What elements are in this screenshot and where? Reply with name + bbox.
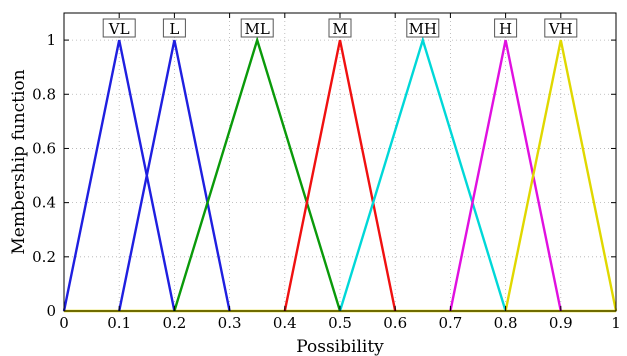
set-label-vh: VH [544,18,578,38]
set-label-text-m: M [332,20,347,38]
series-line-vh [504,39,618,312]
x-tick-label-1: 0.1 [107,314,131,332]
x-tick-label-7: 0.7 [438,314,462,332]
y-tick-label-1: 0.2 [32,248,56,266]
x-axis-ticks: 0 0.1 0.2 0.3 0.4 0.5 0.6 0.7 0.8 0.9 1 [59,13,621,332]
series-line-l [118,39,231,312]
series-lines [62,35,618,313]
set-label-vl: VL [102,18,136,38]
set-label-box-vl [102,18,136,38]
x-tick-label-8: 0.8 [494,314,518,332]
x-tick-label-4: 0.4 [273,314,297,332]
x-tick-label-9: 0.9 [549,314,573,332]
series-line-h [449,39,562,312]
set-label-box-m [328,18,352,38]
set-label-text-ml: ML [245,20,270,38]
set-label-ml: ML [240,18,274,38]
x-axis-title: Possibility [296,337,384,356]
set-label-box-ml [240,18,274,38]
set-labels: VL L ML M MH H VH [102,18,578,38]
set-label-box-vh [544,18,578,38]
set-label-m: M [328,18,352,38]
set-label-h: H [494,18,518,38]
series-line-ml [173,35,342,312]
y-tick-label-0: 0 [46,302,56,320]
set-label-text-l: L [169,20,179,38]
x-tick-label-5: 0.5 [328,314,352,332]
grid [64,13,616,311]
set-label-text-mh: MH [409,20,437,38]
y-tick-label-4: 0.8 [32,85,56,103]
x-tick-label-6: 0.6 [383,314,407,332]
y-tick-label-2: 0.4 [32,194,56,212]
x-tick-label-3: 0.3 [218,314,242,332]
set-label-l: L [162,18,186,38]
set-label-box-mh [406,18,440,38]
series-line-mh [338,35,507,312]
x-tick-label-10: 1 [611,314,621,332]
set-label-text-vh: VH [548,20,573,38]
set-label-text-vl: VL [108,20,130,38]
set-label-text-h: H [499,20,512,38]
y-axis-title: Membership function [9,69,29,254]
x-tick-label-0: 0 [59,314,69,332]
x-tick-label-2: 0.2 [162,314,186,332]
y-tick-label-5: 1 [46,31,56,49]
set-label-box-h [494,18,518,38]
y-axis-ticks: 0 0.2 0.4 0.6 0.8 1 [32,31,616,320]
series-line-m [283,39,397,312]
y-tick-label-3: 0.6 [32,139,56,157]
set-label-mh: MH [406,18,440,38]
set-label-box-l [162,18,186,38]
series-line-vl [62,39,176,312]
